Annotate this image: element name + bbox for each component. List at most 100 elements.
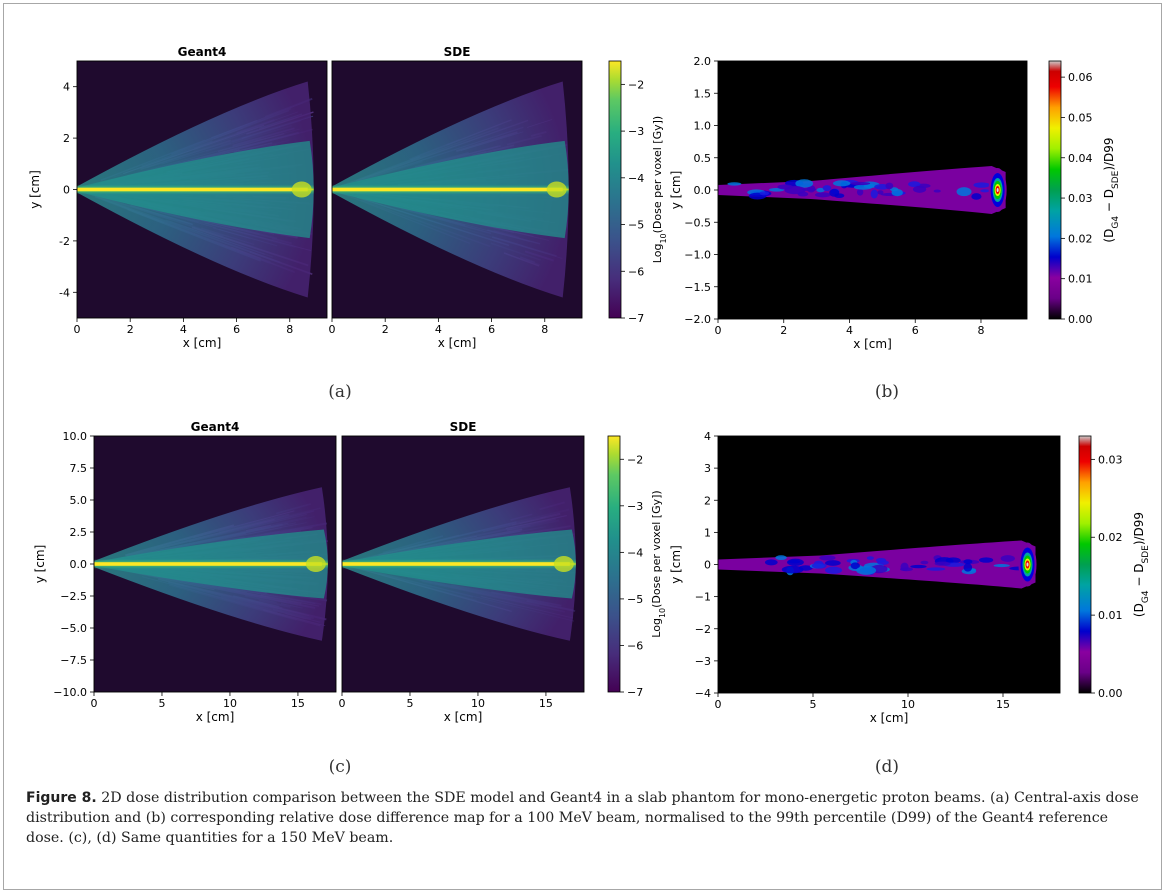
panel-a-geant4-ytick-label: 4 bbox=[63, 81, 70, 94]
panel-a-geant4-beam-core bbox=[77, 187, 308, 192]
panel-c-geant4-bragg-peak bbox=[305, 556, 326, 572]
panel-a-colorbar-tick-label: −4 bbox=[628, 172, 644, 185]
panel-a-colorbar bbox=[608, 60, 622, 319]
panel-b-colorbar-tick-label: 0.03 bbox=[1068, 192, 1093, 205]
panel-a-colorbar-tick-label: −2 bbox=[628, 78, 644, 91]
panel-b-colorbar-tick-label: 0.00 bbox=[1068, 313, 1093, 326]
panel-b-map-bragg-peak-ring-6 bbox=[996, 188, 999, 192]
panel-c-geant4-ytick-label: −10.0 bbox=[53, 686, 87, 699]
panel-d-map-xlabel: x [cm] bbox=[870, 711, 909, 725]
panel-d-map-ylabel: y [cm] bbox=[669, 545, 683, 584]
difference-blob bbox=[814, 192, 831, 198]
panel-c-colorbar bbox=[607, 435, 621, 693]
panel-b-colorbar bbox=[1048, 60, 1062, 320]
panel-a-geant4-xtick-label: 0 bbox=[74, 323, 81, 336]
difference-blob bbox=[934, 561, 951, 566]
panel-b-map-ylabel: y [cm] bbox=[669, 171, 683, 210]
panel-a-sde-xtick-label: 8 bbox=[541, 323, 548, 336]
panel-c-geant4-ytick-label: 5.0 bbox=[70, 494, 88, 507]
panel-b-colorbar-label: (DG4 − DSDE)/D99 bbox=[1102, 137, 1121, 242]
panel-a-sde-xtick-label: 2 bbox=[382, 323, 389, 336]
difference-blob bbox=[829, 188, 840, 197]
panel-b-colorbar-tick-label: 0.06 bbox=[1068, 71, 1093, 84]
panel-a-colorbar-label: Log10(Dose per voxel [Gy]) bbox=[651, 116, 668, 263]
panel-c-geant4-xtick-label: 10 bbox=[223, 697, 237, 710]
difference-blob bbox=[908, 181, 921, 188]
difference-blob bbox=[822, 185, 832, 191]
panel-b-map-xlabel: x [cm] bbox=[853, 337, 892, 351]
panel-d-map-ytick-label: −1 bbox=[695, 591, 711, 604]
panel-a-colorbar-tick-label: −3 bbox=[628, 125, 644, 138]
panel-b-colorbar-tick-label: 0.05 bbox=[1068, 111, 1093, 124]
panel-a-geant4-ylabel: y [cm] bbox=[28, 170, 42, 209]
panel-a-colorbar-tick-label: −7 bbox=[628, 312, 644, 325]
difference-blob bbox=[980, 189, 990, 193]
difference-blob bbox=[795, 179, 814, 188]
difference-blob bbox=[825, 566, 843, 574]
panel-c-colorbar-tick-label: −6 bbox=[627, 639, 643, 652]
difference-blob bbox=[979, 557, 994, 563]
panel-d-map-xtick-label: 15 bbox=[996, 698, 1010, 711]
panel-b-map-xtick-label: 0 bbox=[715, 324, 722, 337]
figure-caption: Figure 8. 2D dose distribution compariso… bbox=[26, 788, 1141, 848]
difference-blob bbox=[856, 188, 864, 196]
panel-d-map-bragg-peak-ring-6 bbox=[1026, 562, 1029, 567]
panel-a-sde-xtick-label: 0 bbox=[329, 323, 336, 336]
panel-c-label: (c) bbox=[329, 757, 352, 777]
panel-d-colorbar bbox=[1078, 435, 1092, 694]
difference-blob bbox=[973, 182, 990, 188]
difference-blob bbox=[866, 556, 874, 560]
panel-a-colorbar-tick-label: −5 bbox=[628, 219, 644, 232]
panel-d-map-xtick-label: 5 bbox=[810, 698, 817, 711]
panel-b-map-difference-blobs bbox=[727, 179, 990, 200]
panel-b-map-ytick-label: 1.5 bbox=[694, 87, 712, 100]
panel-a-geant4-xtick-label: 4 bbox=[180, 323, 187, 336]
difference-blob bbox=[759, 191, 770, 196]
difference-blob bbox=[819, 555, 836, 561]
panel-c-colorbar-tick-label: −2 bbox=[627, 453, 643, 466]
panel-b-map-ytick-label: −2.0 bbox=[684, 313, 711, 326]
panel-a-sde-xtick-label: 4 bbox=[435, 323, 442, 336]
panel-c-sde-xtick-label: 5 bbox=[406, 697, 413, 710]
panel-b-map-ytick-label: −1.5 bbox=[684, 281, 711, 294]
difference-blob bbox=[993, 564, 1010, 568]
panel-b-map-xtick-label: 6 bbox=[912, 324, 919, 337]
panel-d-colorbar-tick-label: 0.01 bbox=[1098, 609, 1123, 622]
figure-label: Figure 8. bbox=[26, 790, 97, 806]
panel-a-geant4-title: Geant4 bbox=[178, 45, 227, 59]
difference-blob bbox=[825, 560, 841, 566]
difference-blob bbox=[870, 189, 878, 199]
panel-b-map-ytick-label: 0.5 bbox=[694, 152, 712, 165]
panel-c-sde-title: SDE bbox=[450, 420, 477, 434]
panel-b-map-xtick-label: 8 bbox=[977, 324, 984, 337]
panel-c-geant4-ytick-label: −7.5 bbox=[60, 654, 87, 667]
panel-a-geant4-bragg-peak bbox=[291, 181, 312, 198]
panel-a-geant4-ytick-label: 0 bbox=[63, 184, 70, 197]
panel-c-sde-xtick-label: 10 bbox=[471, 697, 485, 710]
difference-blob bbox=[956, 187, 972, 197]
panel-a-geant4-xtick-label: 8 bbox=[286, 323, 293, 336]
panel-d-map-difference-blobs bbox=[764, 555, 1029, 576]
panel-d-colorbar-label: (DG4 − DSDE)/D99 bbox=[1132, 512, 1151, 617]
panel-a-geant4-ytick-label: 2 bbox=[63, 132, 70, 145]
panel-c-sde-xtick-label: 0 bbox=[339, 697, 346, 710]
difference-blob bbox=[910, 564, 927, 569]
panel-b-map-xtick-label: 2 bbox=[780, 324, 787, 337]
difference-blob bbox=[786, 558, 804, 566]
figure-caption-text: 2D dose distribution comparison between … bbox=[26, 790, 1139, 846]
panel-d-label: (d) bbox=[875, 757, 899, 777]
panel-a-geant4-xlabel: x [cm] bbox=[183, 336, 222, 350]
panel-d-map-xtick-label: 10 bbox=[901, 698, 915, 711]
panel-a-sde-xtick-label: 6 bbox=[488, 323, 495, 336]
panel-c-colorbar-tick-label: −3 bbox=[627, 500, 643, 513]
difference-blob bbox=[963, 563, 973, 572]
panel-c-geant4-ytick-label: 0.0 bbox=[70, 558, 88, 571]
difference-blob bbox=[945, 557, 961, 564]
panel-a-colorbar-tick-label: −6 bbox=[628, 265, 644, 278]
panel-a-sde-beam-core bbox=[332, 187, 563, 192]
difference-blob bbox=[811, 562, 827, 569]
panel-d-map-ytick-label: 3 bbox=[704, 462, 711, 475]
difference-blob bbox=[832, 180, 851, 187]
difference-blob bbox=[850, 562, 860, 570]
panel-d-colorbar-tick-label: 0.02 bbox=[1098, 531, 1123, 544]
